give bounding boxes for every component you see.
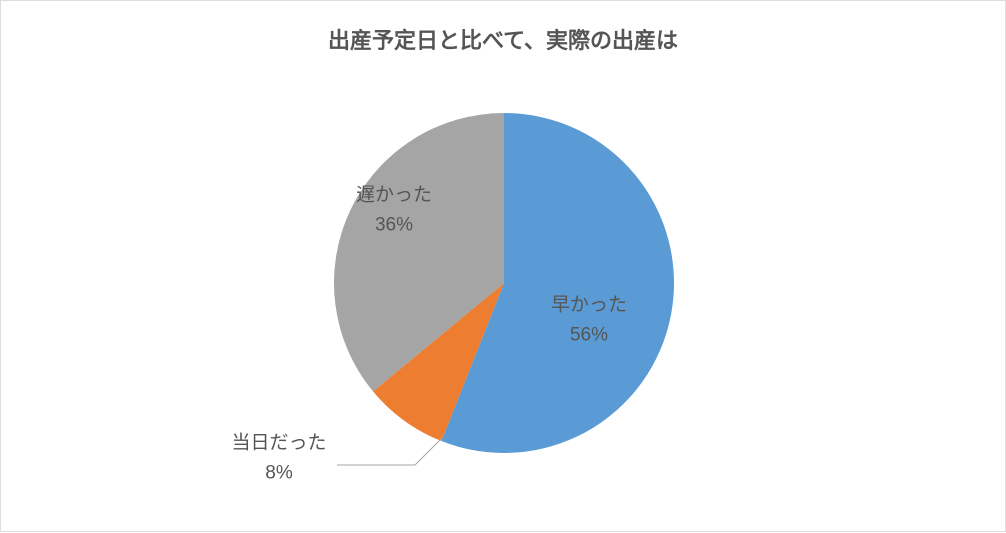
pie-chart [1, 1, 1006, 533]
slice-label: 早かった56% [551, 291, 627, 352]
slice-percent: 36% [356, 211, 432, 241]
slice-name: 遅かった [356, 181, 432, 211]
slice-percent: 56% [551, 321, 627, 351]
slice-percent: 8% [231, 459, 326, 489]
leader-line [337, 439, 441, 465]
slice-label: 遅かった36% [356, 181, 432, 242]
slice-name: 当日だった [231, 429, 326, 459]
chart-container: 出産予定日と比べて、実際の出産は 早かった56%当日だった8%遅かった36% [0, 0, 1006, 532]
slice-name: 早かった [551, 291, 627, 321]
slice-label: 当日だった8% [231, 429, 326, 490]
